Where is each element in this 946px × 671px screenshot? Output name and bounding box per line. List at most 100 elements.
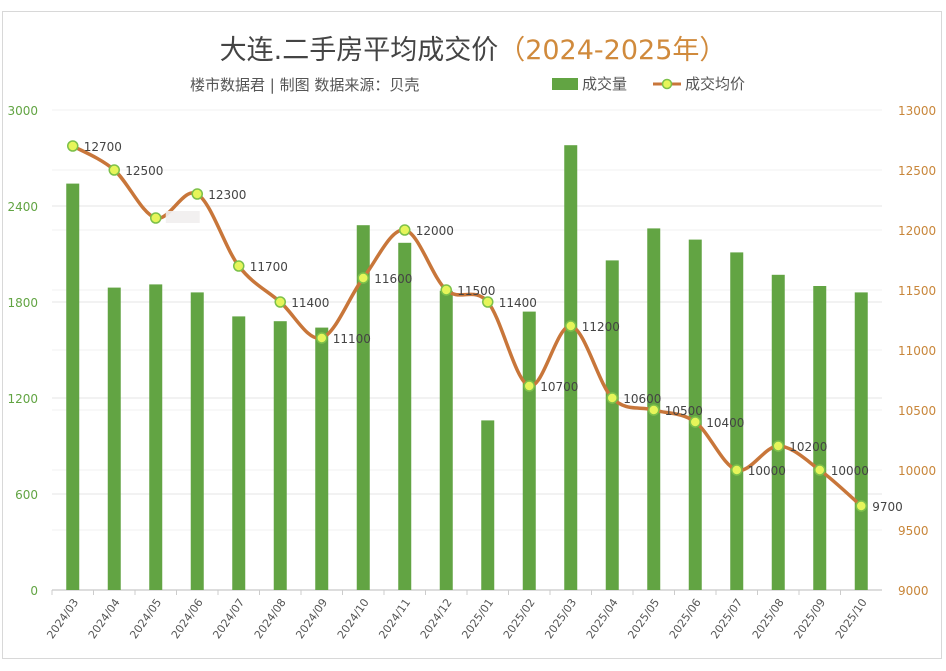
left-axis-tick-label: 1200 bbox=[7, 392, 38, 406]
x-axis-tick-label: 2025/09 bbox=[791, 596, 828, 641]
x-axis-tick-label: 2025/03 bbox=[542, 596, 579, 641]
price-marker-2025/10 bbox=[855, 500, 867, 512]
bar-2025/09 bbox=[813, 286, 827, 590]
price-data-label: 12500 bbox=[125, 164, 163, 178]
left-axis-tick-label: 0 bbox=[30, 584, 38, 598]
x-axis-tick-label: 2025/01 bbox=[459, 596, 496, 641]
bar-2024/05 bbox=[149, 284, 163, 590]
price-marker-2024/07 bbox=[233, 260, 245, 272]
chart-title: 大连.二手房平均成交价（2024-2025年） bbox=[0, 28, 946, 67]
right-axis-tick-label: 11000 bbox=[898, 344, 936, 358]
bar-2025/08 bbox=[771, 274, 785, 590]
left-axis-tick-label: 600 bbox=[15, 488, 38, 502]
legend-label: 成交量 bbox=[582, 75, 628, 93]
right-axis-tick-label: 11500 bbox=[898, 284, 936, 298]
x-axis-tick-label: 2024/06 bbox=[169, 596, 206, 641]
price-data-label: 9700 bbox=[872, 500, 903, 514]
price-marker-2024/06 bbox=[191, 188, 203, 200]
x-axis-tick-label: 2024/03 bbox=[44, 596, 81, 641]
bar-2025/07 bbox=[730, 252, 744, 590]
price-marker-2024/03 bbox=[67, 140, 79, 152]
left-axis-tick-label: 3000 bbox=[7, 104, 38, 118]
price-data-label: 11400 bbox=[499, 296, 537, 310]
price-data-label: 10000 bbox=[831, 464, 869, 478]
chart-subtitle: 楼市数据君 | 制图 数据来源：贝壳 bbox=[190, 76, 420, 94]
right-axis-tick-label: 13000 bbox=[898, 104, 936, 118]
right-axis-tick-label: 12000 bbox=[898, 224, 936, 238]
x-axis-tick-label: 2024/12 bbox=[418, 596, 455, 641]
price-data-label: 10500 bbox=[665, 404, 703, 418]
price-marker-2025/02 bbox=[523, 380, 535, 392]
price-data-label: 10000 bbox=[748, 464, 786, 478]
price-marker-2025/05 bbox=[648, 404, 660, 416]
x-axis-tick-label: 2024/07 bbox=[210, 596, 247, 641]
bar-2024/10 bbox=[356, 225, 370, 590]
legend-label: 成交均价 bbox=[685, 75, 746, 93]
price-marker-2025/03 bbox=[565, 320, 577, 332]
x-axis-tick-label: 2024/09 bbox=[293, 596, 330, 641]
price-data-label: 11600 bbox=[374, 272, 412, 286]
price-data-label: 12000 bbox=[416, 224, 454, 238]
x-axis-tick-label: 2025/04 bbox=[584, 596, 621, 641]
bar-2024/09 bbox=[315, 327, 329, 590]
x-axis-tick-label: 2024/11 bbox=[376, 596, 413, 641]
bar-2024/11 bbox=[398, 242, 412, 591]
bar-2025/04 bbox=[605, 260, 619, 590]
price-marker-2025/06 bbox=[689, 416, 701, 428]
x-axis-tick-label: 2025/06 bbox=[667, 596, 704, 641]
right-axis-tick-label: 12500 bbox=[898, 164, 936, 178]
title-main: 大连.二手房平均成交价 bbox=[219, 35, 499, 66]
left-axis-tick-label: 1800 bbox=[7, 296, 38, 310]
bar-2024/03 bbox=[66, 183, 80, 590]
price-marker-2025/01 bbox=[482, 296, 494, 308]
price-data-label: 11400 bbox=[291, 296, 329, 310]
legend-bar-swatch bbox=[552, 77, 578, 90]
bar-2024/06 bbox=[190, 292, 204, 590]
price-marker-2025/09 bbox=[814, 464, 826, 476]
bar-2025/02 bbox=[522, 311, 536, 590]
price-data-label: 11200 bbox=[582, 320, 620, 334]
price-data-label: 12700 bbox=[84, 140, 122, 154]
bar-2024/04 bbox=[107, 287, 121, 590]
bar-2025/03 bbox=[564, 145, 578, 590]
price-marker-2025/08 bbox=[772, 440, 784, 452]
legend-line-swatch bbox=[653, 78, 682, 89]
price-data-label: 10200 bbox=[789, 440, 827, 454]
price-data-label: 11100 bbox=[333, 332, 371, 346]
x-axis-tick-label: 2024/04 bbox=[86, 596, 123, 641]
bar-2025/06 bbox=[688, 239, 702, 590]
bar-2024/12 bbox=[439, 290, 453, 590]
price-marker-2024/12 bbox=[440, 284, 452, 296]
price-marker-2024/10 bbox=[357, 272, 369, 284]
bar-2025/01 bbox=[481, 420, 495, 590]
price-marker-2024/11 bbox=[399, 224, 411, 236]
chart-frame bbox=[2, 11, 942, 659]
price-data-label: 10700 bbox=[540, 380, 578, 394]
price-marker-2024/08 bbox=[274, 296, 286, 308]
price-line bbox=[71, 144, 863, 508]
price-data-label: 12300 bbox=[208, 188, 246, 202]
x-axis-tick-label: 2025/10 bbox=[833, 596, 870, 641]
legend: 成交量 成交均价 bbox=[552, 73, 745, 94]
right-axis-tick-label: 10500 bbox=[898, 404, 936, 418]
x-axis-tick-label: 2025/02 bbox=[501, 596, 538, 641]
x-axis-tick-label: 2024/08 bbox=[252, 596, 289, 641]
price-data-label: 10400 bbox=[706, 416, 744, 430]
x-axis-tick-label: 2025/07 bbox=[708, 596, 745, 641]
x-axis-tick-label: 2024/10 bbox=[335, 596, 372, 641]
x-axis-tick-label: 2024/05 bbox=[127, 596, 164, 641]
legend-item-volume: 成交量 bbox=[552, 73, 627, 94]
price-marker-2024/04 bbox=[108, 164, 120, 176]
price-marker-2025/04 bbox=[606, 392, 618, 404]
right-axis-tick-label: 9500 bbox=[898, 524, 929, 538]
x-axis-tick-label: 2025/08 bbox=[750, 596, 787, 641]
x-axis-tick-label: 2025/05 bbox=[625, 596, 662, 641]
left-axis-tick-label: 2400 bbox=[7, 200, 38, 214]
bar-2025/10 bbox=[854, 292, 868, 590]
bar-2024/07 bbox=[232, 316, 246, 590]
price-data-label: 11700 bbox=[250, 260, 288, 274]
price-marker-2024/05 bbox=[150, 212, 162, 224]
price-marker-2025/07 bbox=[731, 464, 743, 476]
